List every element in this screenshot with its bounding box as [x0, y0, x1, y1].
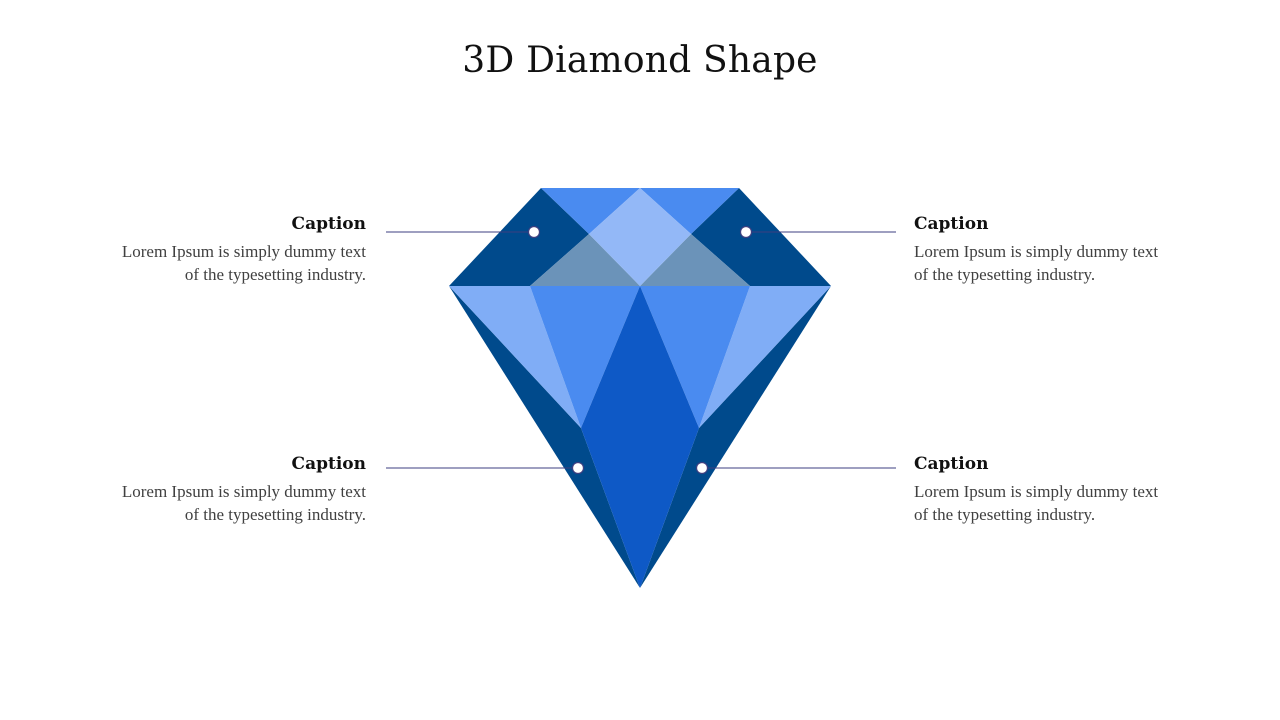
connector-dot-top-left: [527, 225, 541, 239]
crown-left-grey-facet: [530, 234, 640, 286]
crown-right-dark-facet: [691, 188, 831, 286]
connector-dot-top-right: [739, 225, 753, 239]
caption-text-line: of the typesetting industry.: [914, 505, 1096, 524]
caption-title: Caption: [914, 214, 989, 234]
crown-right-grey-facet: [640, 234, 750, 286]
crown-right-top-facet: [640, 188, 739, 234]
crown-table-facet: [589, 188, 691, 286]
caption-text: Lorem Ipsum is simply dummy text of the …: [76, 240, 366, 286]
caption-top-right: Caption Lorem Ipsum is simply dummy text…: [914, 214, 1204, 286]
caption-title: Caption: [914, 454, 989, 474]
caption-text-line: Lorem Ipsum is simply dummy text: [914, 482, 1159, 501]
caption-bottom-right: Caption Lorem Ipsum is simply dummy text…: [914, 454, 1204, 526]
caption-bottom-left: Caption Lorem Ipsum is simply dummy text…: [76, 454, 366, 526]
pavilion-left-mid-facet: [530, 286, 640, 428]
pavilion-right-outer-facet: [640, 286, 831, 588]
caption-text: Lorem Ipsum is simply dummy text of the …: [914, 240, 1204, 286]
connector-dot-bottom-right: [695, 461, 709, 475]
caption-text-line: Lorem Ipsum is simply dummy text: [121, 242, 366, 261]
caption-text-line: Lorem Ipsum is simply dummy text: [914, 242, 1159, 261]
caption-text-line: of the typesetting industry.: [184, 505, 366, 524]
caption-title: Caption: [291, 214, 366, 234]
pavilion-left-outer-facet: [449, 286, 640, 588]
crown-left-dark-facet: [449, 188, 589, 286]
caption-text-line: of the typesetting industry.: [184, 265, 366, 284]
connector-dot-bottom-left: [571, 461, 585, 475]
caption-text: Lorem Ipsum is simply dummy text of the …: [914, 480, 1204, 526]
pavilion-right-light-facet: [699, 286, 831, 428]
caption-top-left: Caption Lorem Ipsum is simply dummy text…: [76, 214, 366, 286]
slide-title: 3D Diamond Shape: [462, 40, 818, 81]
pavilion-right-mid-facet: [640, 286, 750, 428]
caption-title: Caption: [291, 454, 366, 474]
caption-text-line: Lorem Ipsum is simply dummy text: [121, 482, 366, 501]
pavilion-core-facet: [581, 286, 699, 588]
caption-text-line: of the typesetting industry.: [914, 265, 1096, 284]
caption-text: Lorem Ipsum is simply dummy text of the …: [76, 480, 366, 526]
pavilion-left-light-facet: [449, 286, 581, 428]
crown-left-top-facet: [541, 188, 640, 234]
